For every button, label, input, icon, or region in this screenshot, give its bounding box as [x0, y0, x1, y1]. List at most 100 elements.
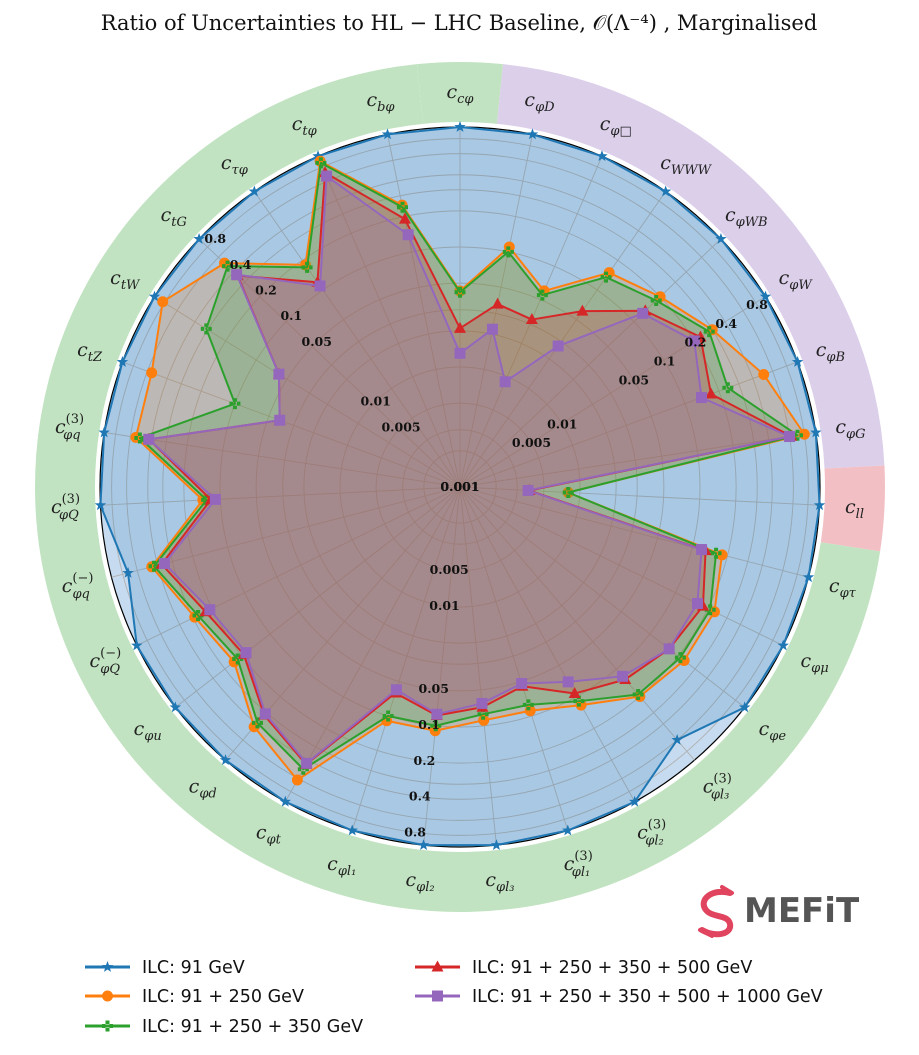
point — [131, 639, 143, 651]
point — [381, 128, 394, 140]
point — [240, 647, 252, 659]
point — [758, 369, 770, 381]
point — [654, 291, 666, 303]
category-label: ctG — [161, 204, 187, 230]
point — [122, 566, 134, 578]
category-label: cφl₃ — [485, 869, 514, 895]
point — [204, 604, 216, 616]
grid-spoke — [104, 432, 461, 488]
point — [321, 170, 333, 182]
category-label: cφu — [134, 718, 162, 744]
grid-spoke — [317, 155, 461, 488]
point — [193, 232, 205, 244]
point — [157, 296, 169, 308]
category-label: c(3) φQ — [51, 492, 80, 523]
chart-title: Ratio of Uncertainties to HL − LHC Basel… — [101, 11, 818, 35]
grid-spoke — [154, 296, 461, 488]
category-label: cWWW — [660, 152, 712, 178]
point — [629, 795, 641, 807]
radial-tick-label: 0.005 — [381, 419, 420, 434]
point — [802, 571, 815, 583]
radial-tick-label: 0.1 — [280, 308, 302, 323]
point — [454, 321, 466, 333]
point — [390, 684, 402, 696]
legend-item: ILC: 91 + 250 + 350 + 500 GeV — [415, 958, 752, 978]
point — [722, 382, 734, 394]
radial-tick-label: 0.01 — [429, 598, 459, 613]
point — [691, 597, 703, 609]
radial-tick-label: 0.8 — [204, 231, 226, 246]
point — [777, 639, 789, 651]
category-label: c(3) φl₃ — [703, 772, 732, 803]
radial-tick-label: 0.2 — [255, 283, 277, 298]
band-four-lepton — [820, 465, 885, 552]
grid-spoke — [387, 134, 461, 488]
radial-tick-label: 0.2 — [685, 335, 707, 350]
grid-spoke — [459, 486, 784, 646]
point — [382, 710, 394, 722]
radial-tick-label: 0.001 — [440, 479, 479, 494]
point — [600, 271, 612, 283]
point — [219, 754, 232, 766]
point — [148, 290, 161, 302]
category-label: ctW — [110, 267, 141, 293]
series-layer — [94, 121, 826, 851]
legend-item: ILC: 91 GeV — [85, 958, 245, 978]
point — [314, 280, 326, 292]
grid-spoke — [459, 432, 816, 488]
category-label: cφl₂ — [405, 869, 434, 895]
point — [251, 717, 263, 729]
point — [710, 547, 722, 559]
band-bosonic — [496, 64, 885, 469]
mefit-logo-text: MEFiT — [744, 891, 860, 931]
point — [134, 432, 146, 444]
series-3 — [134, 157, 803, 775]
point — [248, 185, 261, 197]
category-label: cφ□ — [600, 113, 632, 139]
point — [674, 652, 686, 664]
point — [315, 157, 327, 169]
category-label: c(−) φq — [62, 571, 94, 602]
point — [568, 687, 581, 699]
point — [417, 839, 430, 851]
point — [784, 431, 796, 443]
point — [432, 990, 443, 1002]
point — [688, 335, 700, 347]
point — [632, 688, 644, 700]
grid-spoke — [459, 486, 569, 831]
point — [312, 150, 324, 162]
point — [476, 697, 488, 709]
point — [562, 824, 574, 836]
category-label: cφe — [759, 718, 787, 744]
category-label: cφl₁ — [327, 853, 356, 879]
point — [526, 128, 539, 140]
radial-tick-label: 0.4 — [409, 789, 431, 804]
point — [810, 426, 822, 438]
point — [490, 839, 503, 851]
point — [486, 323, 498, 335]
category-label: ctZ — [77, 339, 103, 365]
point — [101, 961, 114, 972]
point — [94, 499, 107, 511]
point — [562, 676, 574, 688]
legend: ILC: 91 GeV ILC: 91 + 250 GeV ILC: 91 + 25… — [85, 958, 823, 1037]
point — [659, 185, 672, 197]
point — [791, 355, 804, 367]
point — [516, 677, 528, 689]
category-label: cφμ — [801, 650, 829, 676]
radial-tick-label: 0.01 — [360, 394, 390, 409]
radial-tick-label: 0.8 — [746, 297, 768, 312]
category-labels: ccφ cφD cφ□ cWWW cφWB cφW cφB cφG cll cφτ cφμ cφe c(… — [51, 81, 866, 895]
legend-label: ILC: 91 + 250 + 350 + 500 + 1000 GeV — [472, 987, 823, 1007]
point — [813, 499, 826, 511]
point — [274, 414, 286, 426]
category-label: cφd — [189, 776, 217, 802]
point — [738, 701, 751, 713]
radial-tick-label: 0.05 — [302, 334, 332, 349]
radial-tick-labels: 0.0010.0010.0010.0050.0050.0050.010.010.… — [204, 231, 768, 839]
point — [596, 150, 608, 162]
category-label: cll — [845, 496, 864, 522]
grid-spoke — [351, 486, 461, 831]
point — [703, 326, 715, 338]
grid-spoke — [198, 238, 461, 488]
